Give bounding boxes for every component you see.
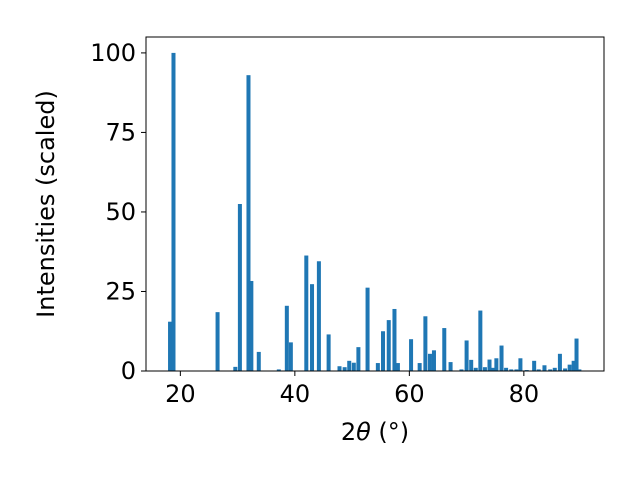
bar: [356, 347, 361, 371]
plot-frame: [145, 36, 605, 372]
bar: [351, 362, 356, 371]
bar: [347, 360, 352, 371]
bar: [237, 204, 242, 371]
y-axis-ticks: 0 25 50 75 100: [90, 39, 146, 385]
bar: [494, 358, 499, 371]
bars-group: [168, 52, 582, 372]
bar: [431, 350, 436, 371]
y-tick-label: 75: [105, 118, 136, 146]
y-tick-label: 0: [121, 357, 136, 385]
y-tick-label: 50: [105, 198, 136, 226]
x-tick-label: 60: [394, 380, 425, 408]
bar: [395, 363, 400, 371]
bar: [233, 366, 238, 371]
bar: [304, 255, 309, 371]
bar: [509, 369, 514, 371]
bar: [171, 52, 176, 372]
bar: [574, 338, 579, 371]
bar: [365, 287, 370, 371]
bar: [316, 261, 321, 371]
bar: [168, 321, 173, 371]
x-tick-label: 40: [280, 380, 311, 408]
bar: [542, 365, 547, 371]
bar: [381, 331, 386, 371]
bar: [409, 339, 414, 371]
bar: [518, 358, 523, 371]
bar: [459, 369, 464, 371]
bar: [310, 284, 315, 371]
bar: [473, 367, 478, 371]
bar: [246, 75, 251, 372]
bar: [392, 308, 397, 371]
bar: [548, 369, 553, 371]
bar: [427, 353, 432, 371]
bar: [571, 360, 576, 371]
bar: [249, 280, 254, 371]
bar: [417, 363, 422, 371]
bar: [567, 364, 572, 371]
x-tick-label: 20: [165, 380, 196, 408]
bar: [557, 353, 562, 371]
bar: [442, 328, 447, 371]
bar: [337, 366, 342, 371]
x-axis-ticks: 20 40 60 80: [165, 371, 539, 408]
bar: [256, 351, 261, 371]
bar: [215, 312, 220, 371]
bar: [423, 316, 428, 371]
bar: [284, 305, 289, 371]
bar: [478, 310, 483, 371]
bar: [375, 363, 380, 371]
bar: [563, 368, 568, 371]
bar: [536, 369, 541, 371]
bar: [464, 340, 469, 371]
x-axis-label: 2θ (°): [341, 418, 409, 446]
x-tick-label: 80: [509, 380, 540, 408]
bar: [469, 359, 474, 371]
bar: [577, 369, 582, 371]
y-axis-label: Intensities (scaled): [32, 90, 60, 318]
bar: [448, 362, 453, 371]
bar: [482, 367, 487, 371]
bar: [276, 369, 281, 371]
bar: [386, 320, 391, 371]
bar: [514, 369, 519, 371]
bar: [499, 345, 504, 371]
bar: [504, 367, 509, 371]
y-tick-label: 25: [105, 277, 136, 305]
bar: [487, 359, 492, 371]
bar: [532, 360, 537, 371]
y-tick-label: 100: [90, 39, 136, 67]
bar: [552, 367, 557, 371]
bar: [491, 367, 496, 371]
bar: [326, 334, 331, 371]
bar: [342, 367, 347, 371]
bar: [288, 342, 293, 371]
